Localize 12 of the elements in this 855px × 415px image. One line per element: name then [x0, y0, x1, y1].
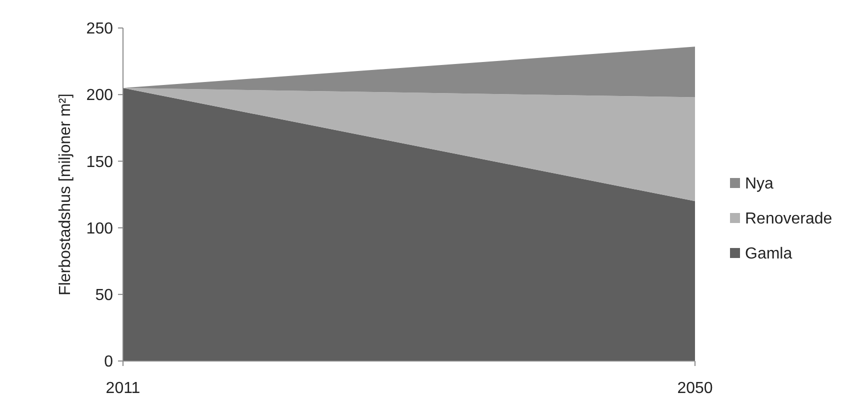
x-tick-label: 2050: [677, 380, 713, 397]
y-tick-label: 50: [95, 287, 114, 304]
legend-label: Renoverade: [745, 210, 832, 228]
y-axis-title: Flerbostadshus [miljoner m²]: [57, 94, 74, 296]
legend-label: Gamla: [745, 246, 792, 263]
y-tick-label: 150: [86, 154, 114, 171]
y-tick-label: 250: [86, 20, 114, 38]
y-tick-label: 0: [104, 354, 114, 371]
x-tick-label: 2011: [106, 380, 140, 397]
y-tick-label: 200: [86, 87, 114, 104]
y-tick-label: 100: [86, 220, 114, 238]
legend-label: Nya: [745, 176, 774, 193]
